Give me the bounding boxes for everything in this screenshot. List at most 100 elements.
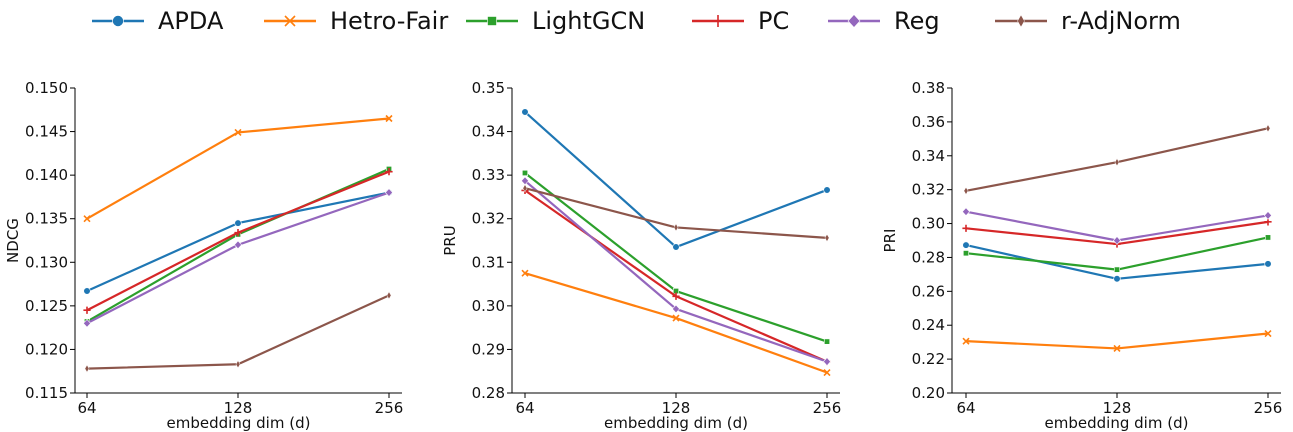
y-tick-label: 0.35	[472, 79, 505, 97]
legend-marker-hetro-fair	[284, 15, 296, 27]
y-tick-label: 0.36	[912, 113, 945, 131]
chart-panel-ndcg: 0.115 0.120 0.125 0.130 0.135 0.140 0.145 0.150…	[4, 79, 403, 432]
y-axis-label: NDCG	[4, 218, 22, 263]
series-line-reg	[86, 191, 390, 325]
data-point-reg-128	[233, 240, 243, 250]
x-tick-label: 256	[813, 399, 842, 417]
legend-label-reg: Reg	[894, 7, 940, 35]
x-tick-label: 64	[515, 399, 534, 417]
data-point-reg-128	[671, 304, 681, 314]
y-tick-label: 0.24	[912, 316, 945, 334]
y-tick-label: 0.33	[472, 166, 505, 184]
legend-marker-apda	[112, 15, 124, 27]
data-point-lightgcn-128	[1114, 266, 1121, 273]
series-line-lightgcn	[524, 172, 828, 343]
data-point-r-adjnorm-128	[673, 223, 679, 232]
data-point-apda-256	[1264, 260, 1272, 268]
y-tick-label: 0.30	[472, 297, 505, 315]
data-point-hetro-fair-256	[385, 114, 393, 123]
legend: APDA Hetro-Fair LightGCN PC Reg r-AdjNorm	[0, 0, 1293, 44]
legend-swatch-apda	[92, 15, 144, 27]
legend-marker-r-adjnorm	[1017, 14, 1025, 28]
data-point-apda-128	[234, 219, 242, 227]
legend-label-pc: PC	[758, 7, 790, 35]
legend-marker-lightgcn	[487, 16, 497, 26]
chart-panel-pri: 0.20 0.22 0.24 0.26 0.28 0.30 0.32 0.34 0.36 0.38…	[881, 79, 1282, 432]
data-point-pc-128	[672, 292, 680, 300]
x-tick-label: 128	[224, 399, 253, 417]
y-tick-label: 0.32	[912, 181, 945, 199]
data-point-lightgcn-64	[962, 250, 969, 257]
data-point-hetro-fair-128	[672, 314, 680, 322]
y-tick-label: 0.145	[25, 123, 68, 141]
y-tick-label: 0.30	[912, 215, 945, 233]
x-tick-label: 128	[662, 399, 691, 417]
x-axis-label: embedding dim (d)	[1045, 414, 1189, 432]
series-line-pc	[524, 189, 828, 363]
data-point-hetro-fair-64	[962, 337, 970, 345]
data-point-lightgcn-256	[823, 338, 830, 345]
data-point-hetro-fair-64	[83, 215, 91, 223]
data-point-pc-64	[962, 224, 970, 232]
y-tick-label: 0.120	[25, 340, 68, 358]
legend-label-r-adjnorm: r-AdjNorm	[1061, 7, 1181, 35]
x-tick-label: 128	[1103, 399, 1132, 417]
data-point-pc-256	[385, 168, 393, 176]
x-tick-label: 256	[1254, 399, 1283, 417]
data-point-apda-64	[521, 108, 529, 116]
y-tick-label: 0.31	[472, 253, 505, 271]
data-point-r-adjnorm-128	[235, 360, 241, 369]
series-line-r-adjnorm	[86, 294, 390, 370]
chart-panel-pru: 0.28 0.29 0.30 0.31 0.32 0.33 0.34 0.35 64 128 256…	[441, 79, 841, 432]
data-point-apda-64	[962, 241, 970, 249]
y-axis-label: PRU	[441, 225, 459, 255]
legend-swatch-r-adjnorm	[995, 14, 1047, 28]
series-line-apda	[965, 244, 1269, 280]
data-point-hetro-fair-128	[1113, 344, 1121, 353]
y-tick-label: 0.28	[912, 248, 945, 266]
data-point-reg-256	[1263, 211, 1273, 220]
legend-marker-pc	[712, 15, 724, 27]
y-tick-label: 0.22	[912, 350, 945, 368]
data-point-r-adjnorm-256	[1265, 124, 1271, 133]
data-point-r-adjnorm-128	[1114, 158, 1120, 167]
x-axis-label: embedding dim (d)	[604, 414, 748, 432]
data-point-apda-64	[83, 287, 91, 295]
data-point-hetro-fair-256	[1264, 329, 1272, 338]
data-point-hetro-fair-128	[234, 128, 242, 137]
data-point-r-adjnorm-256	[386, 291, 392, 300]
data-point-r-adjnorm-256	[824, 233, 830, 242]
y-tick-label: 0.29	[472, 340, 505, 358]
data-point-apda-128	[672, 243, 680, 251]
data-point-pc-64	[83, 306, 91, 314]
y-tick-label: 0.32	[472, 210, 505, 228]
data-point-reg-256	[384, 188, 394, 197]
data-point-r-adjnorm-64	[84, 364, 90, 373]
data-point-r-adjnorm-64	[522, 184, 528, 193]
data-point-reg-128	[1112, 236, 1122, 245]
y-axis-label: PRI	[881, 229, 899, 253]
data-point-reg-64	[82, 318, 92, 328]
legend-swatch-hetro-fair	[264, 15, 316, 27]
legend-swatch-reg	[828, 14, 880, 28]
y-tick-label: 0.34	[912, 147, 945, 165]
data-point-apda-256	[823, 186, 831, 194]
data-point-reg-64	[961, 207, 971, 217]
legend-swatch-lightgcn	[466, 16, 518, 26]
x-tick-label: 64	[956, 399, 975, 417]
y-tick-label: 0.140	[25, 166, 68, 184]
y-tick-label: 0.115	[25, 384, 68, 402]
data-point-pc-128	[234, 229, 242, 237]
y-tick-label: 0.125	[25, 297, 68, 315]
data-point-hetro-fair-64	[521, 269, 529, 277]
y-tick-label: 0.38	[912, 79, 945, 97]
legend-label-apda: APDA	[158, 7, 224, 35]
data-point-reg-256	[822, 357, 832, 366]
x-tick-label: 256	[375, 399, 404, 417]
legend-marker-reg	[847, 14, 861, 28]
x-axis-label: embedding dim (d)	[167, 414, 311, 432]
data-point-hetro-fair-256	[823, 368, 831, 377]
y-tick-label: 0.28	[472, 384, 505, 402]
y-tick-label: 0.34	[472, 123, 505, 141]
